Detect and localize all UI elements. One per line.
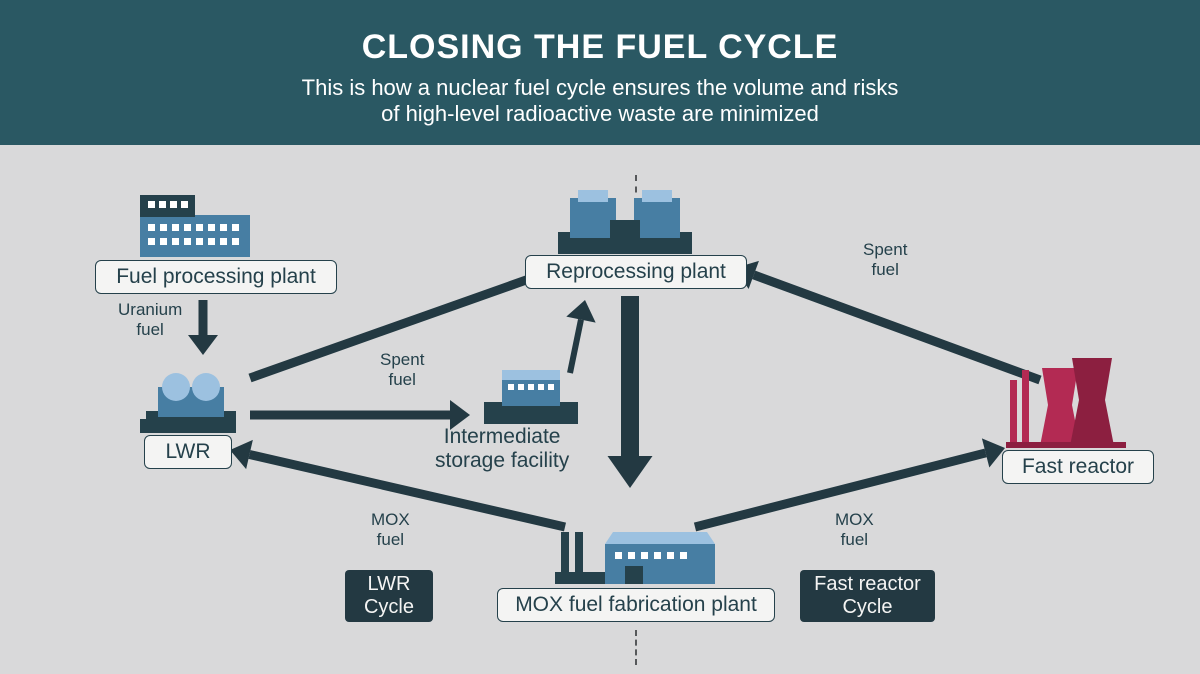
cycle-divider-lower (635, 630, 637, 665)
fuel-cycle-infographic: CLOSING THE FUEL CYCLE This is how a nuc… (0, 0, 1200, 674)
node-fast-reactor: Fast reactor (1002, 450, 1154, 484)
node-reprocessing: Reprocessing plant (525, 255, 747, 289)
tag-fast-cycle: Fast reactorCycle (800, 570, 935, 622)
node-fuel-processing: Fuel processing plant (95, 260, 337, 294)
cycle-divider-upper (635, 175, 637, 204)
edge-label-mox-fuel-left: MOXfuel (371, 510, 410, 549)
diagram-body: Fuel processing plant LWR Reprocessing p… (0, 145, 1200, 674)
page-subtitle: This is how a nuclear fuel cycle ensures… (0, 75, 1200, 127)
header-band: CLOSING THE FUEL CYCLE This is how a nuc… (0, 0, 1200, 145)
edge-label-spent-fuel-2: Spentfuel (863, 240, 907, 279)
node-intermediate-storage: Intermediatestorage facility (435, 425, 569, 473)
page-title: CLOSING THE FUEL CYCLE (0, 28, 1200, 67)
edge-label-uranium-fuel: Uraniumfuel (118, 300, 182, 339)
node-mox-plant: MOX fuel fabrication plant (497, 588, 775, 622)
edge-label-spent-fuel-1: Spentfuel (380, 350, 424, 389)
node-lwr: LWR (144, 435, 232, 469)
tag-lwr-cycle: LWRCycle (345, 570, 433, 622)
edge-label-mox-fuel-right: MOXfuel (835, 510, 874, 549)
